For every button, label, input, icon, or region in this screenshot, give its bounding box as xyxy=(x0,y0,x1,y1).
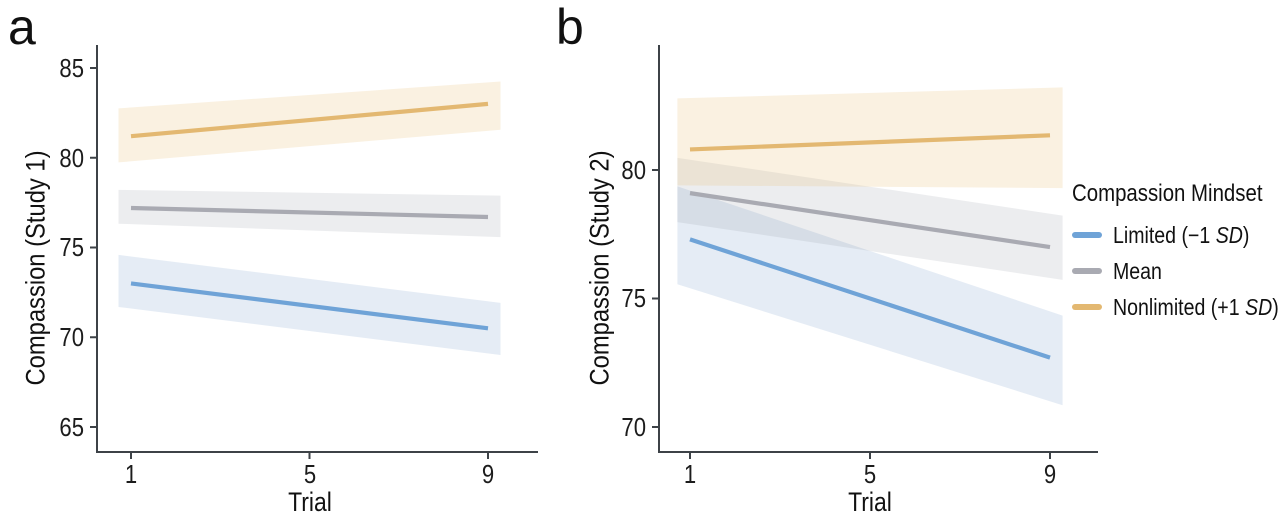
y-tick-label: 70 xyxy=(621,412,646,442)
trend-line-limited xyxy=(689,237,1051,360)
y-tick-label: 85 xyxy=(59,53,84,83)
x-tick-label: 1 xyxy=(683,459,697,489)
x-tick-label: 5 xyxy=(303,459,317,489)
y-tick-label: 65 xyxy=(59,412,84,442)
panel-letter-a: a xyxy=(8,0,36,55)
legend-item-mean: Mean xyxy=(1072,253,1280,289)
y-tick-label: 75 xyxy=(59,232,84,262)
x-tick-label: 9 xyxy=(1043,459,1057,489)
trend-line-nonlimited xyxy=(689,133,1051,152)
y-tick-label: 80 xyxy=(621,155,646,185)
legend: Compassion Mindset Limited (−1 SD) Mean … xyxy=(1072,181,1280,325)
legend-item-limited: Limited (−1 SD) xyxy=(1072,217,1280,253)
legend-swatch xyxy=(1072,232,1102,238)
confidence-band-limited xyxy=(677,186,1063,406)
x-tick-label: 1 xyxy=(124,459,138,489)
trend-line-mean xyxy=(689,191,1051,250)
y-tick-label: 80 xyxy=(59,143,84,173)
legend-label: Mean xyxy=(1113,258,1162,284)
panel-letter-b: b xyxy=(556,0,584,55)
legend-label: Limited (−1 SD) xyxy=(1113,222,1250,248)
legend-title: Compassion Mindset xyxy=(1072,180,1263,207)
legend-item-nonlimited: Nonlimited (+1 SD) xyxy=(1072,289,1280,325)
legend-swatch xyxy=(1072,304,1102,310)
x-axis-title-b: Trial xyxy=(848,487,892,517)
trend-line-mean xyxy=(130,205,489,220)
trend-line-nonlimited xyxy=(130,101,489,139)
y-tick-label: 70 xyxy=(59,322,84,352)
x-axis-title-a: Trial xyxy=(288,487,332,517)
legend-label: Nonlimited (+1 SD) xyxy=(1113,294,1279,320)
x-tick-label: 5 xyxy=(863,459,877,489)
legend-swatch xyxy=(1072,268,1102,274)
y-tick-label: 75 xyxy=(621,283,646,313)
trend-line-limited xyxy=(130,281,489,331)
x-tick-label: 9 xyxy=(481,459,495,489)
confidence-band-nonlimited xyxy=(677,87,1063,189)
